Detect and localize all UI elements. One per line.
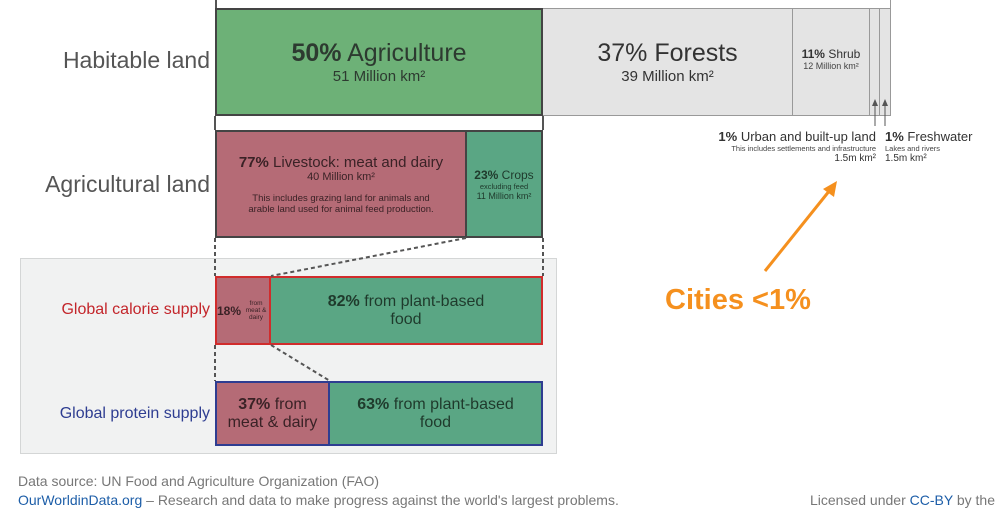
urban-area: 1.5m km² bbox=[834, 153, 876, 164]
urban-note: This includes settlements and infrastruc… bbox=[731, 144, 876, 153]
agriculture-segment: 50% Agriculture 51 Million km² bbox=[215, 8, 543, 116]
freshwater-arrow-icon bbox=[882, 99, 888, 126]
footer-license-suffix: by the bbox=[952, 492, 995, 508]
livestock-segment: 77% Livestock: meat and dairy 40 Million… bbox=[215, 130, 466, 238]
urban-arrow-icon bbox=[872, 99, 878, 126]
protein-plant-line2: food bbox=[419, 413, 452, 431]
calorie-plant-pct: 82% bbox=[327, 292, 360, 310]
livestock-note-1: This includes grazing land for animals a… bbox=[252, 192, 430, 204]
urban-annotation: 1% Urban and built-up land This includes… bbox=[718, 129, 876, 164]
crops-label: Crops bbox=[501, 167, 534, 182]
label-global-calorie-supply: Global calorie supply bbox=[61, 301, 210, 318]
protein-plant-line1: from plant-based bbox=[393, 395, 514, 413]
freshwater-label: Freshwater bbox=[907, 129, 973, 144]
forests-area: 39 Million km² bbox=[621, 68, 714, 85]
footer-license: Licensed under CC-BY by the bbox=[810, 492, 995, 508]
forests-segment: 37% Forests 39 Million km² bbox=[543, 8, 793, 116]
agriculture-area: 51 Million km² bbox=[332, 68, 426, 85]
livestock-pct: 77% bbox=[238, 153, 269, 171]
calorie-meat-pct: 18% bbox=[217, 303, 242, 318]
calorie-plant-line1: from plant-based bbox=[364, 292, 485, 310]
calorie-meat-segment: 18% from meat & dairy bbox=[215, 276, 271, 345]
footer-tagline: – Research and data to make progress aga… bbox=[142, 492, 619, 508]
label-habitable-land: Habitable land bbox=[62, 47, 210, 73]
forests-label: Forests bbox=[654, 39, 738, 67]
crops-area: 11 Million km² bbox=[476, 190, 532, 201]
connector-ag-calorie-mid bbox=[270, 237, 467, 277]
calorie-plant-line2: food bbox=[390, 310, 422, 328]
footer-tagline-row: OurWorldinData.org – Research and data t… bbox=[18, 492, 619, 508]
protein-meat-segment: 37% from meat & dairy bbox=[215, 381, 330, 446]
urban-pct: 1% bbox=[718, 129, 738, 144]
calorie-meat-line2: meat & dairy bbox=[245, 307, 267, 321]
shrub-pct: 11% bbox=[801, 47, 825, 61]
crops-note: excluding feed bbox=[479, 181, 529, 191]
cities-arrow-icon bbox=[763, 181, 837, 272]
connector-cal-protein-mid bbox=[270, 344, 331, 382]
livestock-area: 40 Million km² bbox=[307, 170, 375, 183]
freshwater-note: Lakes and rivers bbox=[885, 144, 941, 153]
cities-annotation: Cities <1% bbox=[665, 284, 811, 316]
protein-meat-line2: meat & dairy bbox=[227, 413, 318, 431]
protein-meat-line1: from bbox=[274, 395, 307, 413]
protein-meat-pct: 37% bbox=[238, 395, 271, 413]
crops-segment: 23% Crops excluding feed 11 Million km² bbox=[466, 130, 543, 238]
footer-site-link[interactable]: OurWorldinData.org bbox=[18, 492, 143, 508]
protein-plant-pct: 63% bbox=[357, 395, 390, 413]
freshwater-pct: 1% bbox=[885, 129, 904, 144]
label-global-protein-supply: Global protein supply bbox=[59, 405, 210, 422]
shrub-label: Shrub bbox=[828, 47, 861, 61]
livestock-note-2: arable land used for animal feed product… bbox=[248, 203, 434, 215]
freshwater-area: 1.5m km² bbox=[885, 153, 927, 164]
shrub-segment: 11% Shrub 12 Million km² bbox=[793, 8, 870, 116]
footer-source: Data source: UN Food and Agriculture Org… bbox=[18, 473, 380, 489]
shrub-area: 12 Million km² bbox=[803, 61, 859, 71]
agriculture-label: Agriculture bbox=[347, 39, 467, 67]
protein-plant-segment: 63% from plant-based food bbox=[330, 381, 543, 446]
calorie-meat-line1: from bbox=[249, 300, 263, 307]
agriculture-pct: 50% bbox=[291, 39, 342, 67]
footer-license-prefix: Licensed under bbox=[810, 492, 910, 508]
label-agricultural-land: Agricultural land bbox=[45, 171, 210, 197]
urban-label: Urban and built-up land bbox=[740, 129, 876, 144]
calorie-plant-segment: 82% from plant-based food bbox=[271, 276, 543, 345]
freshwater-annotation: 1% Freshwater Lakes and rivers 1.5m km² bbox=[885, 129, 972, 164]
livestock-label: Livestock: meat and dairy bbox=[273, 153, 444, 171]
forests-pct: 37% bbox=[597, 39, 648, 67]
crops-pct: 23% bbox=[474, 167, 499, 182]
footer-license-link[interactable]: CC-BY bbox=[909, 492, 953, 508]
